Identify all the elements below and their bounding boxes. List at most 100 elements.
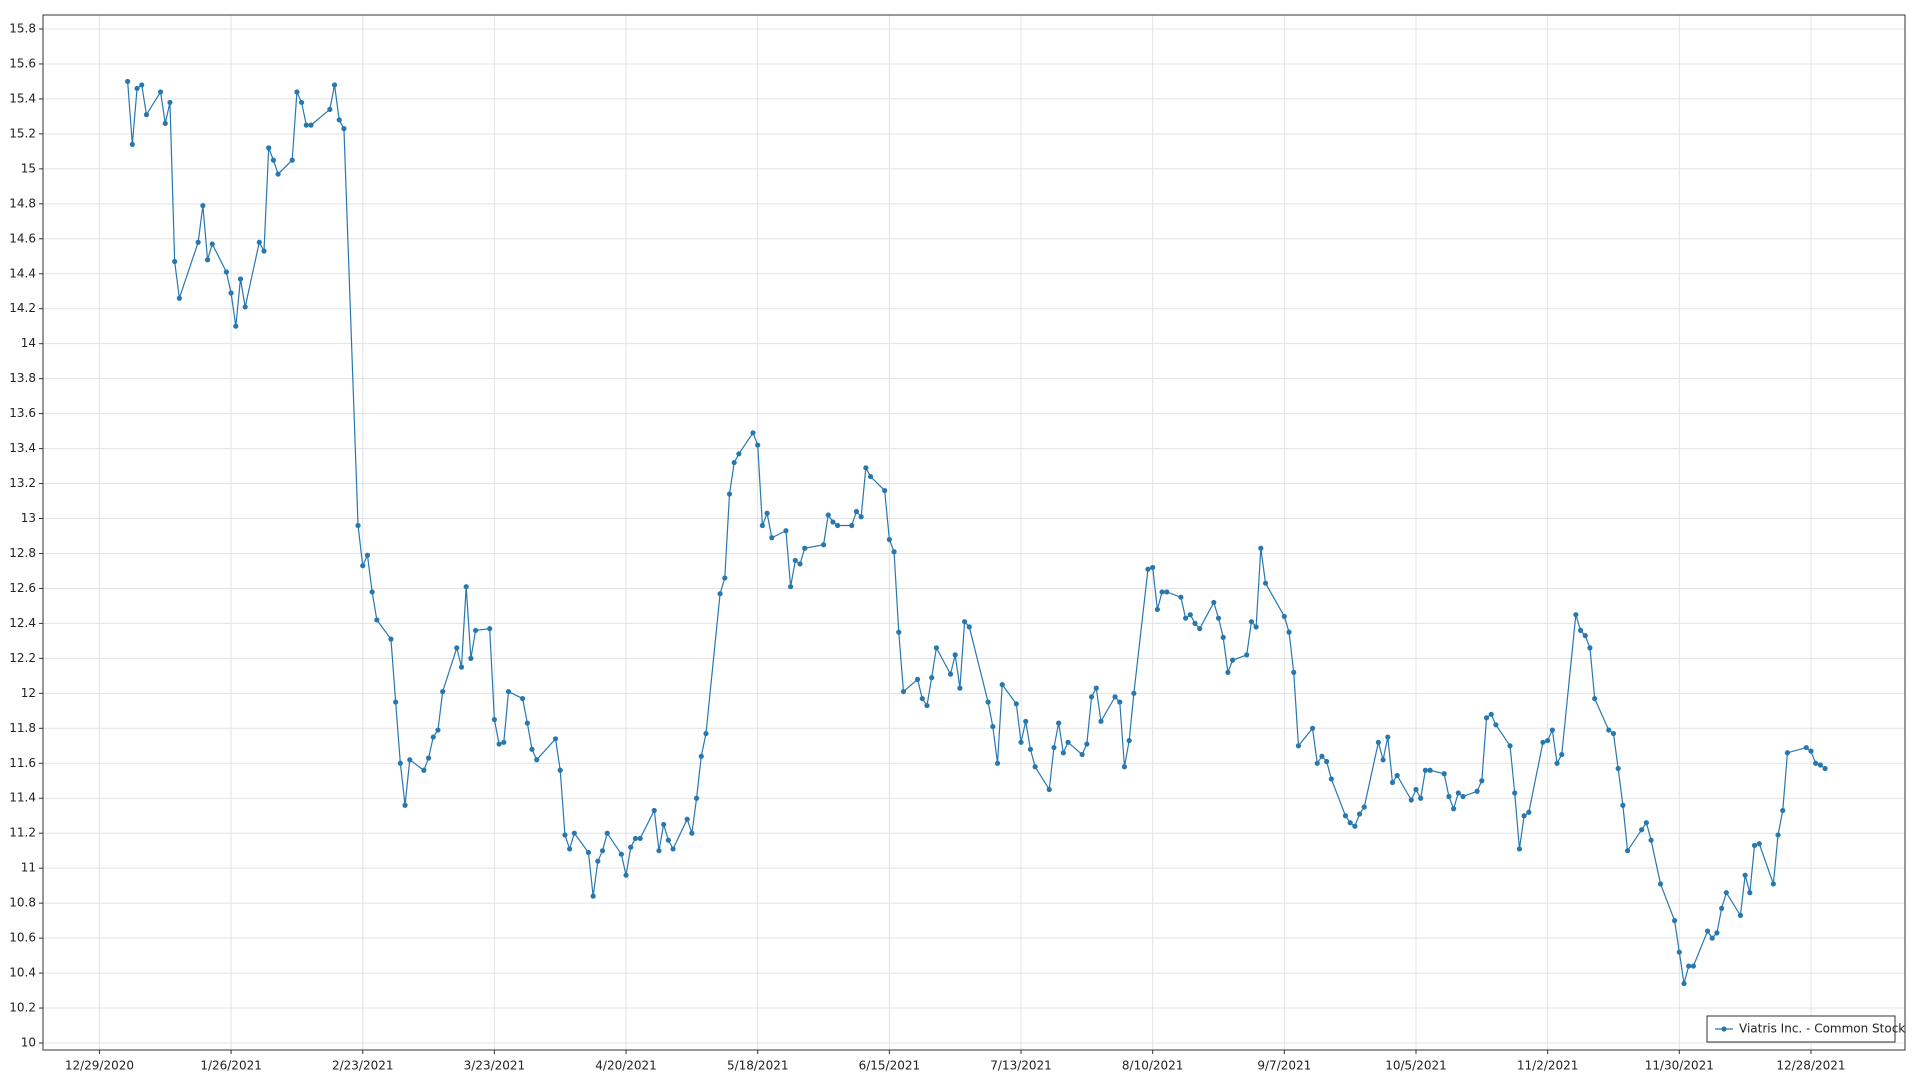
point <box>233 323 239 329</box>
y-tick-label: 15.2 <box>9 126 36 140</box>
point <box>1474 788 1480 794</box>
point <box>825 512 831 518</box>
point <box>957 685 963 691</box>
point <box>1314 760 1320 766</box>
y-tick-label: 14.4 <box>9 266 36 280</box>
point <box>961 619 968 625</box>
point <box>1112 694 1118 700</box>
x-tick-label: 5/18/2021 <box>727 1059 789 1073</box>
point <box>1187 612 1193 618</box>
x-tick-label: 8/10/2021 <box>1122 1059 1184 1073</box>
point <box>1493 722 1499 728</box>
point <box>1770 881 1776 887</box>
point <box>1093 685 1099 691</box>
point <box>1516 846 1523 852</box>
point <box>994 760 1001 766</box>
point <box>689 830 695 836</box>
point <box>1197 626 1203 632</box>
point <box>1324 758 1330 765</box>
point <box>1309 725 1316 731</box>
point <box>750 430 756 436</box>
point <box>1780 807 1786 814</box>
point <box>1592 695 1598 702</box>
point <box>924 702 930 709</box>
point <box>1225 669 1231 675</box>
point <box>802 545 808 551</box>
point <box>134 85 140 92</box>
point <box>294 89 300 95</box>
point <box>731 459 737 466</box>
point <box>933 645 939 651</box>
point <box>567 846 573 852</box>
point <box>1418 795 1424 801</box>
legend: Viatris Inc. - Common Stock <box>1706 1015 1905 1043</box>
point <box>209 241 215 247</box>
point <box>1182 615 1189 621</box>
point <box>139 82 145 88</box>
point <box>1742 872 1748 878</box>
point <box>195 239 201 245</box>
point <box>261 248 267 254</box>
point <box>853 508 860 515</box>
point <box>849 522 855 529</box>
point <box>402 802 408 808</box>
point <box>1056 720 1062 726</box>
point <box>1723 890 1729 896</box>
point <box>1286 629 1292 635</box>
point <box>397 760 403 766</box>
y-tick-label: 11.2 <box>9 826 36 840</box>
y-tick-label: 12.6 <box>9 581 36 595</box>
y-tick-label: 11 <box>21 861 36 875</box>
point <box>336 117 342 123</box>
point <box>327 106 333 113</box>
point <box>1686 963 1692 969</box>
line <box>127 81 1826 984</box>
point <box>331 82 338 88</box>
x-tick-label: 11/30/2021 <box>1645 1059 1714 1073</box>
point <box>1244 652 1250 658</box>
point <box>1352 823 1358 829</box>
point <box>1521 813 1527 819</box>
x-tick-label: 7/13/2021 <box>990 1059 1052 1073</box>
y-tick-label: 12.4 <box>9 616 36 630</box>
point <box>571 830 577 836</box>
point <box>204 257 211 263</box>
point <box>1220 634 1226 640</box>
point <box>919 695 925 702</box>
point <box>1385 734 1391 740</box>
point <box>289 157 295 163</box>
y-tick-label: 13.6 <box>9 406 36 420</box>
point <box>788 584 794 590</box>
point <box>1178 594 1184 600</box>
point <box>501 739 507 745</box>
point <box>623 872 629 878</box>
point <box>237 276 244 282</box>
point <box>1549 727 1555 733</box>
point <box>472 627 479 634</box>
point <box>1822 765 1828 772</box>
point <box>341 126 347 132</box>
point <box>440 688 446 695</box>
point <box>651 807 657 814</box>
point <box>1328 776 1334 782</box>
point <box>764 510 770 516</box>
y-tick-label: 13.4 <box>9 441 36 455</box>
point <box>1817 762 1823 768</box>
point <box>1131 690 1137 696</box>
y-tick-label: 11.4 <box>9 791 36 805</box>
point <box>1582 633 1588 639</box>
y-tick-label: 12 <box>21 686 36 700</box>
point <box>1648 837 1654 843</box>
point <box>1808 748 1814 754</box>
y-tick-label: 10.6 <box>9 931 36 945</box>
point <box>717 591 723 597</box>
point <box>172 258 178 265</box>
point <box>1215 615 1222 621</box>
point <box>369 589 375 595</box>
y-tick-label: 10 <box>21 1036 36 1050</box>
point <box>1023 718 1029 724</box>
point <box>1460 793 1466 800</box>
point <box>1690 963 1697 969</box>
point <box>1126 737 1132 744</box>
x-tick-label: 4/20/2021 <box>595 1059 657 1073</box>
